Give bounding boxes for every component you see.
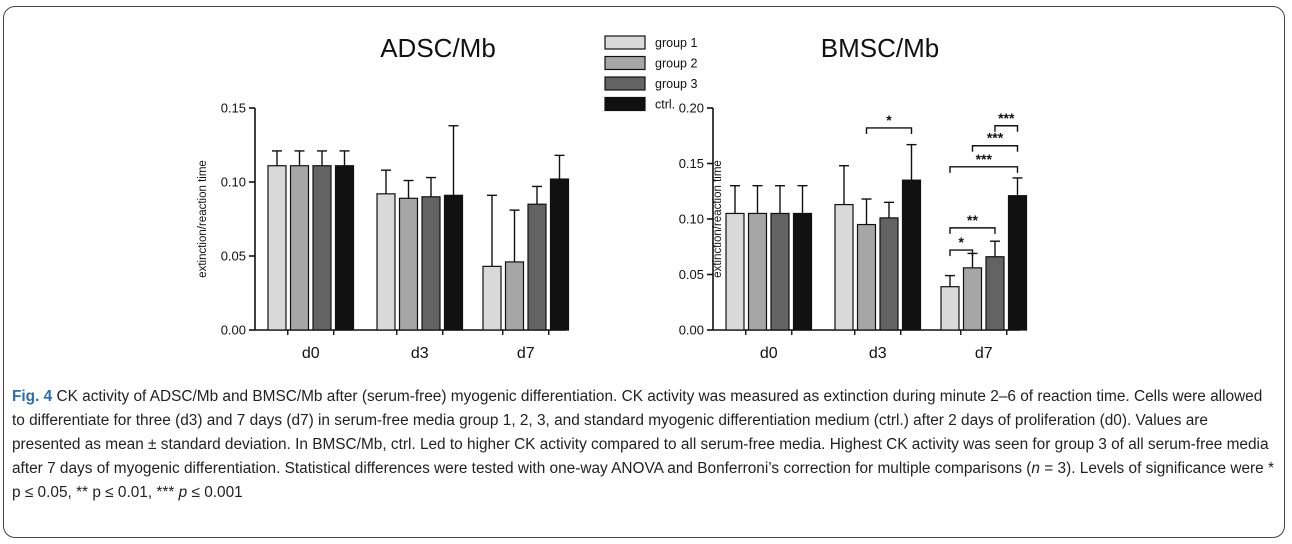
y-tick-label-bmsc-mb: 0.15	[679, 156, 704, 171]
significance-bracket-bmsc-mb	[865, 127, 913, 134]
bar-adsc-mb	[312, 165, 332, 331]
significance-label-bmsc-mb: ***	[976, 151, 993, 167]
bar-bmsc-mb	[792, 212, 813, 331]
y-axis-label-bmsc-mb: extinction/reaction time	[712, 160, 724, 278]
y-tick-label-adsc-mb: 0.10	[221, 175, 246, 190]
y-tick-label-bmsc-mb: 0.00	[679, 323, 704, 338]
significance-bracket-bmsc-mb	[971, 145, 1019, 152]
caption-n-symbol: n	[1031, 460, 1040, 477]
legend-label: group 2	[655, 57, 697, 71]
bar-adsc-mb	[376, 193, 396, 331]
bar-bmsc-mb	[856, 223, 877, 331]
y-tick-label-bmsc-mb: 0.20	[679, 101, 704, 116]
y-tick-label-adsc-mb: 0.15	[221, 101, 246, 116]
x-tick-label-adsc-mb: d7	[517, 345, 535, 362]
bar-bmsc-mb	[725, 212, 745, 331]
bar-adsc-mb	[289, 165, 310, 331]
figure-frame	[3, 6, 1285, 538]
significance-label-bmsc-mb: **	[967, 212, 978, 228]
x-tick-label-adsc-mb: d0	[302, 345, 320, 362]
figure-label: Fig. 4	[12, 388, 53, 405]
charts-canvas: ADSC/Mb 0.00 0.05 0.10 0.15 extinction/reacti…	[197, 33, 1028, 362]
legend-label: ctrl.	[655, 98, 675, 112]
bar-adsc-mb	[549, 178, 570, 331]
bar-bmsc-mb	[940, 286, 960, 331]
caption-p-symbol: p	[178, 484, 188, 501]
x-tick-label-bmsc-mb: d0	[760, 345, 778, 362]
significance-bracket-bmsc-mb	[949, 227, 996, 234]
bar-bmsc-mb	[1007, 195, 1028, 331]
bar-adsc-mb	[527, 203, 547, 331]
bar-adsc-mb	[334, 165, 355, 331]
bar-bmsc-mb	[985, 256, 1005, 331]
y-tick-label-adsc-mb: 0.00	[221, 323, 246, 338]
caption-text-2: = 3). Levels of significance were * p ≤ …	[12, 460, 1274, 501]
caption-text-3: ≤ 0.001	[187, 484, 243, 501]
chart-title-bmsc-mb: BMSC/Mb	[821, 33, 939, 63]
bar-bmsc-mb	[879, 217, 899, 331]
legend-swatch	[604, 35, 646, 50]
x-tick-label-bmsc-mb: d7	[975, 345, 993, 362]
x-tick-label-adsc-mb: d3	[411, 345, 429, 362]
legend-swatch	[604, 76, 646, 91]
bar-adsc-mb	[443, 194, 464, 331]
significance-label-bmsc-mb: ***	[998, 110, 1015, 126]
legend-swatch	[604, 55, 646, 71]
bar-adsc-mb	[398, 197, 419, 331]
significance-bracket-bmsc-mb	[949, 249, 974, 257]
bar-bmsc-mb	[770, 212, 790, 331]
significance-label-bmsc-mb: ***	[987, 130, 1004, 146]
bar-bmsc-mb	[901, 179, 922, 331]
y-axis-label-adsc-mb: extinction/reaction time	[197, 160, 209, 278]
significance-bracket-bmsc-mb	[949, 166, 1019, 173]
bar-adsc-mb	[504, 261, 525, 331]
legend-label: group 3	[655, 77, 697, 91]
bar-bmsc-mb	[834, 203, 854, 331]
bar-bmsc-mb	[962, 267, 983, 331]
significance-label-bmsc-mb: *	[886, 112, 892, 128]
significance-bracket-bmsc-mb	[994, 125, 1019, 132]
legend-swatch	[604, 96, 646, 112]
legend-label: group 1	[655, 36, 697, 50]
y-tick-label-bmsc-mb: 0.10	[679, 212, 704, 227]
significance-label-bmsc-mb: *	[959, 234, 965, 250]
y-tick-label-adsc-mb: 0.05	[221, 249, 246, 264]
chart-title-adsc-mb: ADSC/Mb	[380, 33, 496, 63]
bar-adsc-mb	[267, 165, 287, 331]
bar-adsc-mb	[421, 196, 441, 331]
x-tick-label-bmsc-mb: d3	[869, 345, 887, 362]
figure-caption: Fig. 4 CK activity of ADSC/Mb and BMSC/M…	[12, 385, 1274, 505]
y-tick-label-bmsc-mb: 0.05	[679, 267, 704, 282]
bar-bmsc-mb	[747, 212, 768, 331]
bar-adsc-mb	[482, 265, 502, 331]
caption-text-1: CK activity of ADSC/Mb and BMSC/Mb after…	[12, 388, 1269, 477]
